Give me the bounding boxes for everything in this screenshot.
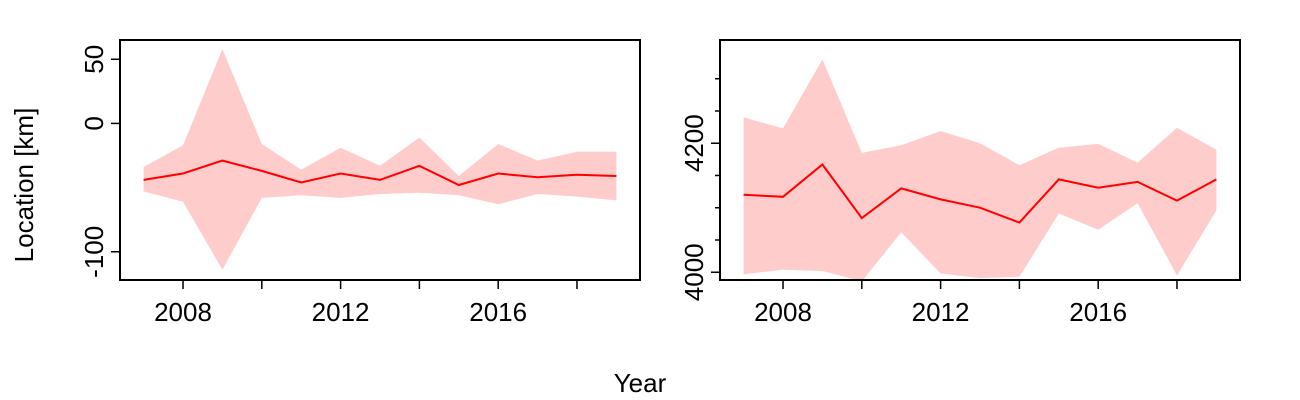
series-line (743, 163, 1217, 224)
x-tick-label: 2016 (1069, 297, 1127, 327)
x-tick-label: 2008 (154, 297, 212, 327)
x-tick-label: 2012 (912, 297, 970, 327)
plot-frame (719, 39, 1241, 281)
plot-frame (119, 39, 641, 281)
series-line (143, 159, 617, 187)
right-panel: 2008 2012 2016 4000 4200 (679, 39, 1241, 327)
confidence-band (743, 59, 1217, 282)
y-tick-label: -100 (79, 226, 109, 278)
y-axis-label: Location [km] (9, 108, 39, 263)
x-tick-label: 2016 (469, 297, 527, 327)
x-tick-label: 2012 (312, 297, 370, 327)
x-axis-label: Year (614, 368, 667, 398)
confidence-band (143, 49, 617, 270)
y-tick-label: 50 (79, 45, 109, 74)
x-tick-label: 2008 (754, 297, 812, 327)
y-tick-label: 4000 (679, 243, 709, 301)
left-panel: 2008 2012 2016 50 0 -100 (79, 39, 641, 327)
y-tick-label: 4200 (679, 114, 709, 172)
y-tick-label: 0 (79, 116, 109, 130)
